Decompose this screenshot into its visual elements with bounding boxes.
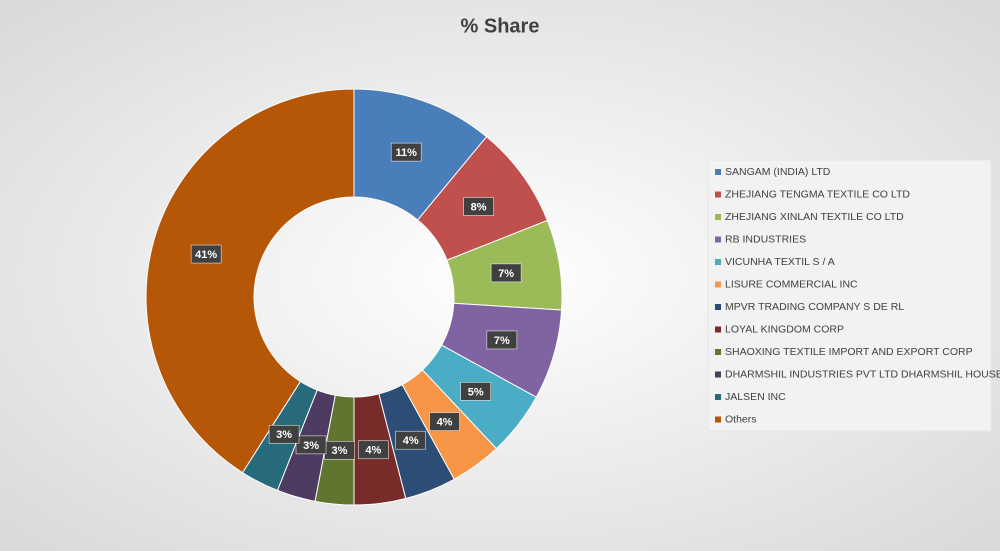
legend-label: RB INDUSTRIES (725, 233, 806, 245)
legend-marker (715, 281, 721, 288)
data-label-box (490, 263, 522, 283)
legend-marker (715, 394, 721, 400)
legend-label: ZHEJIANG XINLAN TEXTILE CO LTD (725, 211, 904, 223)
data-label: 4% (365, 445, 381, 457)
data-label: 3% (332, 445, 348, 457)
data-label-box (358, 440, 389, 460)
chart-title: % Share (461, 15, 540, 37)
legend-label: MPVR TRADING COMPANY S DE RL (725, 301, 904, 313)
data-label-box (395, 430, 426, 450)
slice (145, 88, 355, 474)
data-label: 3% (303, 440, 319, 452)
data-label-box (268, 424, 300, 444)
legend-label: SHAOXING TEXTILE IMPORT AND EXPORT CORP (725, 346, 973, 358)
legend-label: DHARMSHIL INDUSTRIES PVT LTD DHARMSHIL H… (725, 368, 1000, 380)
legend-marker (715, 169, 721, 175)
data-label-box (295, 435, 327, 455)
legend-label: SANGAM (INDIA) LTD (725, 166, 831, 178)
legend-marker (715, 259, 721, 265)
data-label: 4% (437, 416, 453, 428)
data-label: 3% (276, 429, 292, 441)
data-label: 5% (468, 386, 484, 398)
legend-label: LISURE COMMERCIAL INC (725, 278, 858, 290)
legend-marker (715, 191, 721, 198)
data-label: 11% (395, 147, 417, 159)
legend-label: Others (725, 413, 757, 425)
legend-marker (715, 416, 721, 423)
legend-marker (715, 326, 721, 333)
legend-label: ZHEJIANG TENGMA TEXTILE CO LTD (725, 188, 910, 200)
data-label-box (486, 330, 518, 350)
data-label-box (463, 197, 494, 216)
legend-marker (715, 349, 721, 355)
data-label: 41% (195, 249, 217, 261)
legend-marker (715, 214, 721, 220)
data-label: 7% (498, 268, 514, 280)
data-label: 8% (471, 201, 487, 213)
data-label: 4% (403, 435, 419, 447)
legend-marker (715, 236, 721, 243)
data-label-box (429, 412, 460, 431)
legend-box (707, 159, 992, 432)
legend-marker (715, 304, 721, 310)
data-label-box (390, 142, 422, 162)
data-label-box (460, 382, 491, 401)
legend-marker (715, 371, 721, 378)
legend-label: JALSEN INC (725, 391, 786, 403)
data-label: 7% (494, 335, 510, 347)
legend-label: VICUNHA TEXTIL S / A (725, 256, 835, 268)
data-label-box (190, 244, 222, 264)
legend-label: LOYAL KINGDOM CORP (725, 323, 844, 335)
